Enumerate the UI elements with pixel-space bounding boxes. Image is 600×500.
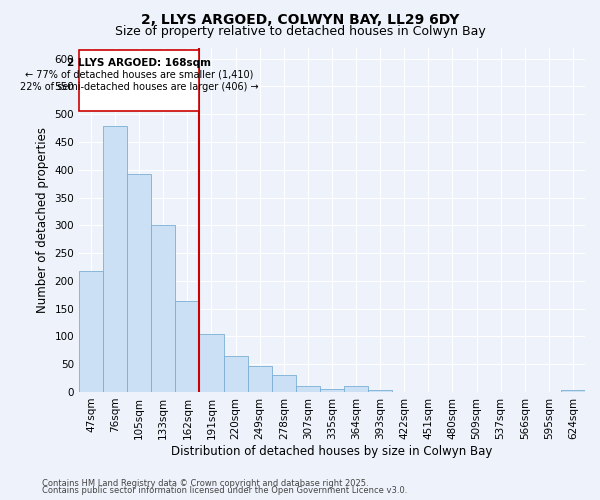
Bar	[151, 224, 175, 392]
Text: ← 77% of detached houses are smaller (1,410): ← 77% of detached houses are smaller (1,…	[25, 70, 253, 80]
Bar	[296, 386, 320, 392]
Bar	[175, 302, 199, 392]
Text: Size of property relative to detached houses in Colwyn Bay: Size of property relative to detached ho…	[115, 25, 485, 38]
X-axis label: Distribution of detached houses by size in Colwyn Bay: Distribution of detached houses by size …	[171, 444, 493, 458]
Bar	[127, 174, 151, 392]
Text: 2 LLYS ARGOED: 168sqm: 2 LLYS ARGOED: 168sqm	[67, 58, 211, 68]
Bar	[272, 376, 296, 392]
Bar	[248, 366, 272, 392]
Bar	[344, 386, 368, 392]
Text: Contains public sector information licensed under the Open Government Licence v3: Contains public sector information licen…	[42, 486, 407, 495]
Text: 2, LLYS ARGOED, COLWYN BAY, LL29 6DY: 2, LLYS ARGOED, COLWYN BAY, LL29 6DY	[141, 12, 459, 26]
FancyBboxPatch shape	[79, 50, 199, 112]
Bar	[561, 390, 585, 392]
Bar	[199, 334, 224, 392]
Text: Contains HM Land Registry data © Crown copyright and database right 2025.: Contains HM Land Registry data © Crown c…	[42, 478, 368, 488]
Text: 22% of semi-detached houses are larger (406) →: 22% of semi-detached houses are larger (…	[20, 82, 259, 92]
Y-axis label: Number of detached properties: Number of detached properties	[36, 126, 49, 312]
Bar	[103, 126, 127, 392]
Bar	[368, 390, 392, 392]
Bar	[79, 271, 103, 392]
Bar	[224, 356, 248, 392]
Bar	[320, 389, 344, 392]
